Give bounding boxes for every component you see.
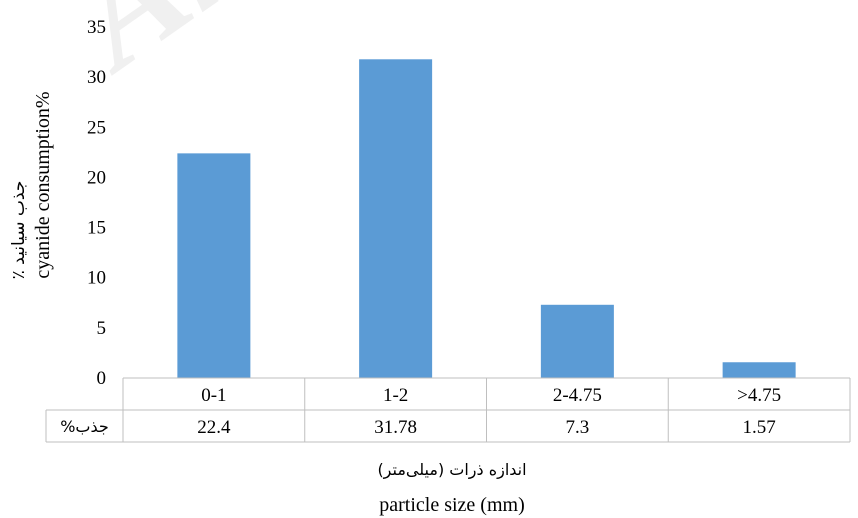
y-axis-label-persian: ٪ جذب سیانید: [9, 181, 29, 280]
bars: [177, 59, 796, 379]
data-table-text: 0-1 22.4 1-2 31.78 2-4.75 7.3 >4.75 1.57 %جذب: [60, 385, 781, 438]
y-tick-label-3: 15: [87, 218, 106, 239]
bar-1: [359, 59, 433, 379]
value-label-2: 7.3: [566, 417, 590, 438]
y-axis-ticks: 0 5 10 15 20 25 30 35: [87, 17, 106, 389]
table-row-label: %جذب: [60, 417, 109, 436]
y-tick-label-6: 30: [87, 67, 106, 88]
x-axis-label-persian: اندازه ذرات (میلی‌متر): [377, 460, 526, 480]
value-label-1: 31.78: [374, 417, 417, 438]
data-table: [45, 377, 851, 443]
bar-3: [722, 362, 796, 378]
category-label-2: 2-4.75: [553, 385, 602, 406]
bar-2: [540, 304, 614, 378]
y-tick-label-7: 35: [87, 17, 106, 38]
value-label-0: 22.4: [197, 417, 231, 438]
y-tick-label-2: 10: [87, 268, 106, 289]
category-label-0: 0-1: [201, 385, 226, 406]
category-label-1: 1-2: [383, 385, 408, 406]
x-axis-label-english: particle size (mm): [379, 494, 525, 516]
value-label-3: 1.57: [743, 417, 776, 438]
y-tick-label-1: 5: [97, 318, 107, 339]
y-tick-label-0: 0: [97, 368, 107, 389]
y-tick-label-4: 20: [87, 167, 106, 188]
y-tick-label-5: 25: [87, 117, 106, 138]
bar-0: [177, 153, 251, 378]
y-axis-label-english: cyanide consumption%: [32, 91, 54, 278]
category-label-3: >4.75: [737, 385, 781, 406]
